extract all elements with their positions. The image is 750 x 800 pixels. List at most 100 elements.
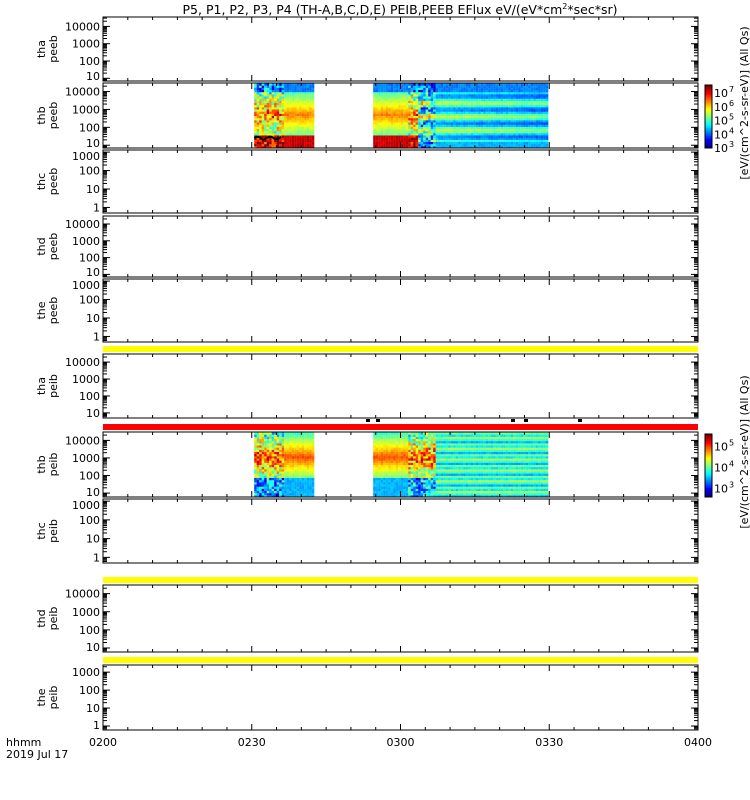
spectrogram-cell bbox=[274, 135, 277, 138]
spectrogram-cell bbox=[264, 100, 267, 103]
spectrogram-cell bbox=[301, 106, 305, 110]
spectrogram-cell bbox=[393, 130, 396, 134]
spectrogram-cell bbox=[430, 98, 434, 101]
spectrogram-cell bbox=[400, 449, 404, 452]
spectrogram-cell bbox=[503, 87, 506, 90]
spectrogram-cell bbox=[423, 471, 426, 474]
spectrogram-cell bbox=[423, 436, 426, 439]
spectrogram-cell bbox=[299, 91, 302, 95]
spectrogram-cell bbox=[301, 109, 305, 112]
spectrogram-cell bbox=[274, 471, 277, 474]
spectrogram-cell bbox=[373, 102, 376, 106]
spectrogram-cell bbox=[256, 460, 260, 463]
spectrogram-cell bbox=[299, 130, 302, 134]
spectrogram-cell bbox=[274, 481, 277, 485]
spectrogram-cell bbox=[289, 93, 292, 97]
spectrogram-cell bbox=[306, 486, 310, 489]
spectrogram-cell bbox=[276, 460, 280, 463]
spectrogram-cell bbox=[458, 106, 461, 110]
spectrogram-cell bbox=[505, 85, 509, 88]
spectrogram-cell bbox=[259, 475, 262, 478]
spectrogram-cell bbox=[495, 132, 499, 136]
spectrogram-cell bbox=[375, 143, 379, 147]
spectrogram-cell bbox=[445, 139, 449, 142]
spectrogram-cell bbox=[443, 83, 446, 86]
spectrogram-cell bbox=[423, 440, 426, 444]
spectrogram-cell bbox=[455, 122, 459, 125]
spectrogram-cell bbox=[510, 128, 514, 132]
spectrogram-cell bbox=[294, 83, 297, 86]
spectrogram-cell bbox=[405, 109, 409, 112]
spectrogram-cell bbox=[294, 145, 297, 149]
spectrogram-cell bbox=[398, 91, 401, 95]
spectrogram-cell bbox=[375, 128, 379, 132]
spectrogram-cell bbox=[380, 479, 384, 483]
spectrogram-cell bbox=[445, 137, 449, 140]
spectrogram-cell bbox=[520, 115, 524, 119]
spectrogram-cell bbox=[294, 106, 297, 110]
spectrogram-cell bbox=[279, 128, 282, 132]
spectrogram-cell bbox=[520, 135, 524, 138]
spectrogram-cell bbox=[375, 447, 379, 450]
spectrogram-cell bbox=[306, 447, 310, 450]
panel-frame bbox=[102, 215, 699, 278]
spectrogram-cell bbox=[301, 438, 305, 442]
y-axis-label-probe: thb bbox=[35, 106, 48, 124]
spectrogram-cell bbox=[393, 479, 396, 483]
spectrogram-cell bbox=[269, 475, 272, 478]
spectrogram-cell bbox=[500, 111, 504, 114]
spectrogram-cell bbox=[413, 479, 416, 483]
spectrogram-cell bbox=[545, 139, 549, 142]
spectrogram-cell bbox=[398, 442, 401, 446]
spectrogram-cell bbox=[279, 139, 282, 142]
spectrogram-cell bbox=[254, 451, 257, 455]
spectrogram-cell bbox=[294, 109, 297, 112]
spectrogram-cell bbox=[493, 89, 496, 93]
spectrogram-cell bbox=[261, 492, 265, 496]
spectrogram-cell bbox=[413, 87, 416, 90]
spectrogram-cell bbox=[488, 102, 491, 106]
spectrogram-cell bbox=[309, 434, 312, 437]
spectrogram-cell bbox=[505, 91, 509, 95]
spectrogram-cell bbox=[378, 106, 381, 110]
spectrogram-cell bbox=[513, 117, 516, 121]
spectrogram-cell bbox=[301, 458, 305, 461]
spectrogram-cell bbox=[473, 135, 476, 138]
spectrogram-cell bbox=[400, 104, 404, 108]
spectrogram-cell bbox=[463, 135, 466, 138]
spectrogram-cell bbox=[413, 451, 416, 455]
spectrogram-cell bbox=[254, 449, 257, 452]
spectrogram-cell bbox=[488, 96, 491, 99]
spectrogram-cell bbox=[259, 143, 262, 147]
spectrogram-cell bbox=[383, 122, 386, 125]
spectrogram-cell bbox=[254, 91, 257, 95]
spectrogram-cell bbox=[279, 434, 282, 437]
spectrogram-cell bbox=[281, 432, 285, 435]
spectrogram-cell bbox=[403, 93, 406, 97]
spectrogram-cell bbox=[395, 135, 399, 138]
spectrogram-cell bbox=[500, 85, 504, 88]
spectrogram-cell bbox=[428, 126, 431, 129]
spectrogram-cell bbox=[425, 451, 429, 455]
spectrogram-cell bbox=[508, 122, 511, 125]
spectrogram-cell bbox=[410, 89, 414, 93]
title-sup: 2 bbox=[562, 2, 568, 11]
spectrogram-cell bbox=[274, 466, 277, 470]
spectrogram-cell bbox=[311, 438, 315, 442]
spectrogram-cell bbox=[256, 458, 260, 461]
spectrogram-cell bbox=[428, 122, 431, 125]
spectrogram-cell bbox=[535, 124, 539, 127]
spectrogram-cell bbox=[438, 119, 441, 123]
spectrogram-cell bbox=[304, 486, 307, 489]
spectrogram-cell bbox=[443, 89, 446, 93]
spectrogram-cell bbox=[269, 128, 272, 132]
spectrogram-cell bbox=[475, 124, 479, 127]
spectrogram-cell bbox=[520, 122, 524, 125]
spectrogram-cell bbox=[503, 102, 506, 106]
spectrogram-cell bbox=[378, 486, 381, 489]
spectrogram-cell bbox=[393, 132, 396, 136]
spectrogram-cell bbox=[309, 98, 312, 101]
spectrogram-cell bbox=[465, 93, 469, 97]
spectrogram-cell bbox=[289, 102, 292, 106]
spectrogram-cell bbox=[498, 102, 501, 106]
